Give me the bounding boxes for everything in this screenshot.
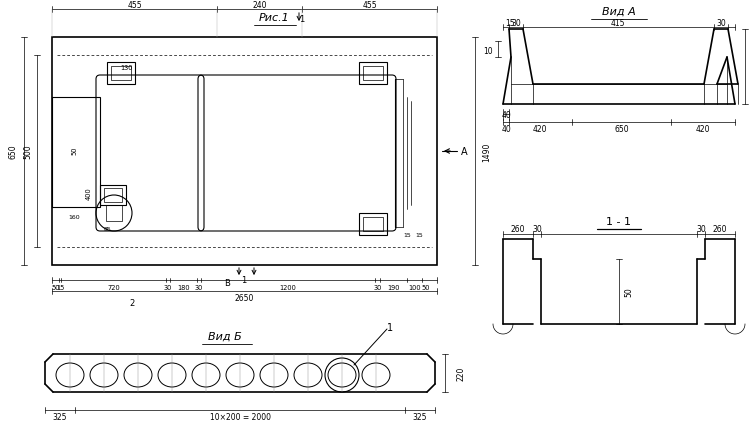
Text: 50: 50 bbox=[624, 286, 633, 296]
Text: 10×200 = 2000: 10×200 = 2000 bbox=[209, 413, 270, 421]
Text: 160: 160 bbox=[68, 215, 80, 220]
Text: 15: 15 bbox=[415, 233, 423, 238]
Text: 15: 15 bbox=[56, 284, 64, 290]
Text: 10: 10 bbox=[483, 47, 493, 56]
Text: 415: 415 bbox=[611, 19, 625, 27]
Bar bbox=[100, 186, 126, 206]
Text: 1: 1 bbox=[387, 322, 393, 332]
Text: 260: 260 bbox=[510, 225, 525, 234]
Text: 1490: 1490 bbox=[482, 142, 491, 161]
Text: 180: 180 bbox=[177, 284, 190, 290]
Text: 1 - 1: 1 - 1 bbox=[606, 217, 631, 227]
Text: 1: 1 bbox=[300, 16, 304, 24]
Text: 455: 455 bbox=[127, 0, 142, 10]
Text: 2650: 2650 bbox=[234, 294, 254, 303]
Text: 190: 190 bbox=[387, 284, 399, 290]
Text: 50: 50 bbox=[421, 284, 430, 290]
Text: 325: 325 bbox=[53, 413, 67, 421]
Text: A: A bbox=[461, 147, 467, 157]
Text: 85: 85 bbox=[103, 227, 111, 232]
Text: 130: 130 bbox=[121, 65, 133, 71]
Text: 220: 220 bbox=[457, 366, 466, 380]
Text: 720: 720 bbox=[107, 284, 120, 290]
Text: 15: 15 bbox=[403, 233, 411, 238]
Text: Рис.1: Рис.1 bbox=[259, 13, 289, 23]
Bar bbox=[52, 98, 100, 207]
Text: 420: 420 bbox=[533, 125, 547, 134]
Bar bbox=[52, 38, 437, 265]
Bar bbox=[111, 67, 131, 81]
Bar bbox=[359, 214, 387, 236]
Bar bbox=[363, 217, 383, 231]
Bar bbox=[106, 206, 122, 221]
Text: Вид А: Вид А bbox=[602, 7, 636, 17]
Text: 40: 40 bbox=[502, 110, 512, 119]
Bar bbox=[363, 67, 383, 81]
Text: 500: 500 bbox=[23, 145, 32, 159]
Bar bbox=[104, 188, 122, 203]
Text: 400: 400 bbox=[86, 187, 92, 200]
Bar bbox=[107, 63, 135, 85]
Text: 30: 30 bbox=[373, 284, 381, 290]
Text: 15: 15 bbox=[505, 19, 515, 27]
Text: 240: 240 bbox=[252, 0, 267, 10]
Text: 30: 30 bbox=[532, 225, 542, 234]
Text: В: В bbox=[224, 279, 230, 288]
Text: 30: 30 bbox=[511, 19, 521, 27]
Text: 40: 40 bbox=[501, 125, 511, 134]
Bar bbox=[359, 63, 387, 85]
Text: 325: 325 bbox=[413, 413, 427, 421]
Text: 30: 30 bbox=[164, 284, 172, 290]
Text: 50: 50 bbox=[71, 146, 77, 155]
Text: 30: 30 bbox=[696, 225, 706, 234]
Text: 30: 30 bbox=[716, 19, 726, 27]
Text: 1: 1 bbox=[242, 276, 247, 285]
Text: Вид Б: Вид Б bbox=[208, 331, 242, 341]
Text: 650: 650 bbox=[615, 125, 630, 134]
Text: 260: 260 bbox=[713, 225, 727, 234]
Text: 455: 455 bbox=[362, 0, 377, 10]
Text: 1200: 1200 bbox=[279, 284, 297, 290]
Text: 420: 420 bbox=[696, 125, 710, 134]
Text: 650: 650 bbox=[9, 145, 18, 159]
Text: 50: 50 bbox=[51, 284, 60, 290]
Text: 30: 30 bbox=[195, 284, 203, 290]
Text: 100: 100 bbox=[408, 284, 421, 290]
Text: 2: 2 bbox=[129, 299, 134, 308]
